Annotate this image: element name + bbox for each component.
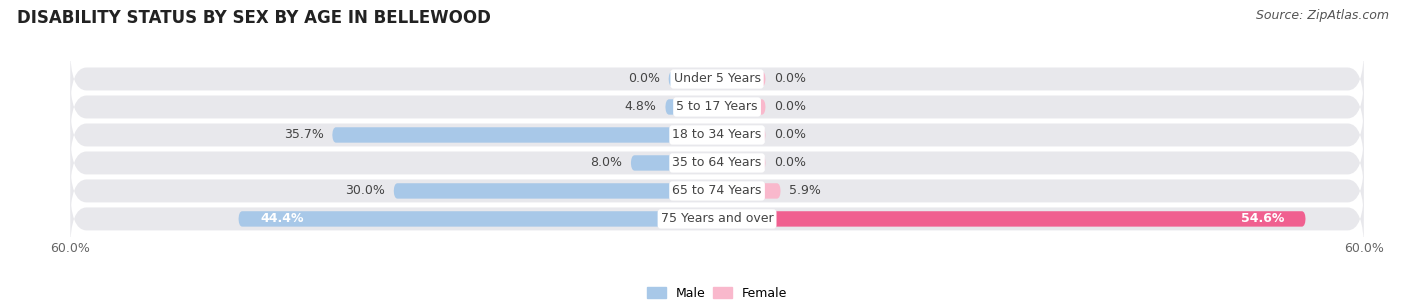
- FancyBboxPatch shape: [70, 188, 1364, 250]
- Text: 5.9%: 5.9%: [789, 185, 821, 197]
- FancyBboxPatch shape: [239, 211, 717, 226]
- FancyBboxPatch shape: [631, 155, 717, 171]
- Text: 0.0%: 0.0%: [775, 72, 806, 85]
- Text: Source: ZipAtlas.com: Source: ZipAtlas.com: [1256, 9, 1389, 22]
- Text: 35.7%: 35.7%: [284, 129, 323, 141]
- Text: 8.0%: 8.0%: [591, 157, 623, 169]
- Text: 0.0%: 0.0%: [775, 157, 806, 169]
- FancyBboxPatch shape: [70, 48, 1364, 109]
- FancyBboxPatch shape: [717, 155, 765, 171]
- Text: 0.0%: 0.0%: [775, 129, 806, 141]
- Text: 30.0%: 30.0%: [346, 185, 385, 197]
- Text: 44.4%: 44.4%: [260, 212, 304, 226]
- FancyBboxPatch shape: [332, 127, 717, 143]
- Text: 0.0%: 0.0%: [628, 72, 659, 85]
- FancyBboxPatch shape: [70, 133, 1364, 193]
- FancyBboxPatch shape: [717, 127, 765, 143]
- FancyBboxPatch shape: [717, 71, 765, 87]
- Text: 35 to 64 Years: 35 to 64 Years: [672, 157, 762, 169]
- FancyBboxPatch shape: [717, 99, 765, 115]
- Text: 65 to 74 Years: 65 to 74 Years: [672, 185, 762, 197]
- Text: 5 to 17 Years: 5 to 17 Years: [676, 101, 758, 113]
- FancyBboxPatch shape: [717, 183, 780, 199]
- FancyBboxPatch shape: [70, 77, 1364, 137]
- FancyBboxPatch shape: [394, 183, 717, 199]
- FancyBboxPatch shape: [717, 211, 1306, 226]
- Text: 4.8%: 4.8%: [624, 101, 657, 113]
- FancyBboxPatch shape: [668, 71, 717, 87]
- Text: 54.6%: 54.6%: [1240, 212, 1284, 226]
- Text: DISABILITY STATUS BY SEX BY AGE IN BELLEWOOD: DISABILITY STATUS BY SEX BY AGE IN BELLE…: [17, 9, 491, 27]
- Text: 18 to 34 Years: 18 to 34 Years: [672, 129, 762, 141]
- FancyBboxPatch shape: [665, 99, 717, 115]
- Legend: Male, Female: Male, Female: [643, 282, 792, 304]
- Text: 0.0%: 0.0%: [775, 101, 806, 113]
- Text: 75 Years and over: 75 Years and over: [661, 212, 773, 226]
- Text: Under 5 Years: Under 5 Years: [673, 72, 761, 85]
- FancyBboxPatch shape: [70, 161, 1364, 221]
- FancyBboxPatch shape: [70, 105, 1364, 165]
